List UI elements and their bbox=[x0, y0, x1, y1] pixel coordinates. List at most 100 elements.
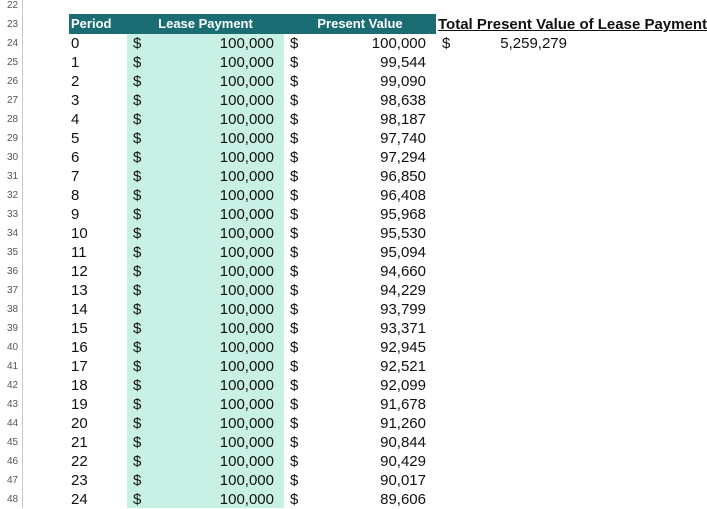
lease-payment-cell[interactable]: 100,000 bbox=[219, 187, 274, 204]
lease-payment-cell[interactable]: 100,000 bbox=[219, 396, 274, 413]
row-number[interactable]: 29 bbox=[7, 133, 19, 144]
present-value-cell[interactable]: 97,294 bbox=[380, 149, 426, 166]
lease-currency-cell[interactable]: $ bbox=[133, 263, 142, 280]
period-cell[interactable]: 5 bbox=[71, 130, 80, 147]
present-value-cell[interactable]: 95,530 bbox=[380, 225, 426, 242]
lease-payment-cell[interactable]: 100,000 bbox=[219, 472, 274, 489]
present-value-cell[interactable]: 94,229 bbox=[380, 282, 426, 299]
pv-currency-cell[interactable]: $ bbox=[290, 301, 299, 318]
row-number[interactable]: 35 bbox=[7, 247, 19, 258]
lease-payment-cell[interactable]: 100,000 bbox=[219, 73, 274, 90]
pv-currency-cell[interactable]: $ bbox=[290, 168, 299, 185]
row-number[interactable]: 47 bbox=[7, 475, 19, 486]
lease-currency-cell[interactable]: $ bbox=[133, 377, 142, 394]
period-cell[interactable]: 6 bbox=[71, 149, 80, 166]
lease-currency-cell[interactable]: $ bbox=[133, 339, 142, 356]
pv-currency-cell[interactable]: $ bbox=[290, 263, 299, 280]
lease-payment-cell[interactable]: 100,000 bbox=[219, 35, 274, 52]
pv-currency-cell[interactable]: $ bbox=[290, 92, 299, 109]
row-number[interactable]: 44 bbox=[7, 418, 19, 429]
period-cell[interactable]: 11 bbox=[71, 244, 87, 261]
row-number[interactable]: 41 bbox=[7, 361, 19, 372]
lease-payment-cell[interactable]: 100,000 bbox=[219, 206, 274, 223]
lease-payment-cell[interactable]: 100,000 bbox=[219, 225, 274, 242]
row-number[interactable]: 22 bbox=[7, 0, 19, 11]
pv-currency-cell[interactable]: $ bbox=[290, 472, 299, 489]
lease-payment-cell[interactable]: 100,000 bbox=[219, 453, 274, 470]
lease-payment-cell[interactable]: 100,000 bbox=[219, 434, 274, 451]
present-value-cell[interactable]: 96,408 bbox=[380, 187, 426, 204]
row-number[interactable]: 34 bbox=[7, 228, 19, 239]
period-cell[interactable]: 2 bbox=[71, 73, 80, 90]
present-value-cell[interactable]: 95,094 bbox=[380, 244, 426, 261]
lease-currency-cell[interactable]: $ bbox=[133, 35, 142, 52]
period-cell[interactable]: 21 bbox=[71, 434, 88, 451]
present-value-cell[interactable]: 98,638 bbox=[380, 92, 426, 109]
period-cell[interactable]: 14 bbox=[71, 301, 88, 318]
row-number[interactable]: 27 bbox=[7, 95, 19, 106]
present-value-cell[interactable]: 96,850 bbox=[380, 168, 426, 185]
present-value-cell[interactable]: 91,678 bbox=[380, 396, 426, 413]
lease-payment-cell[interactable]: 100,000 bbox=[219, 263, 274, 280]
period-cell[interactable]: 3 bbox=[71, 92, 80, 109]
lease-currency-cell[interactable]: $ bbox=[133, 206, 142, 223]
period-cell[interactable]: 9 bbox=[71, 206, 80, 223]
lease-payment-cell[interactable]: 100,000 bbox=[219, 301, 274, 318]
header-lease-payment[interactable]: Lease Payment bbox=[127, 14, 284, 34]
total-pv-value[interactable]: 5,259,279 bbox=[500, 35, 567, 52]
pv-currency-cell[interactable]: $ bbox=[290, 225, 299, 242]
lease-currency-cell[interactable]: $ bbox=[133, 320, 142, 337]
row-number[interactable]: 40 bbox=[7, 342, 19, 353]
period-cell[interactable]: 20 bbox=[71, 415, 88, 432]
pv-currency-cell[interactable]: $ bbox=[290, 320, 299, 337]
lease-currency-cell[interactable]: $ bbox=[133, 453, 142, 470]
period-cell[interactable]: 22 bbox=[71, 453, 88, 470]
lease-currency-cell[interactable]: $ bbox=[133, 491, 142, 508]
present-value-cell[interactable]: 90,429 bbox=[380, 453, 426, 470]
row-number[interactable]: 45 bbox=[7, 437, 19, 448]
present-value-cell[interactable]: 93,799 bbox=[380, 301, 426, 318]
lease-payment-cell[interactable]: 100,000 bbox=[219, 339, 274, 356]
lease-currency-cell[interactable]: $ bbox=[133, 187, 142, 204]
period-cell[interactable]: 0 bbox=[71, 35, 80, 52]
period-cell[interactable]: 8 bbox=[71, 187, 80, 204]
lease-currency-cell[interactable]: $ bbox=[133, 111, 142, 128]
lease-payment-cell[interactable]: 100,000 bbox=[219, 244, 274, 261]
row-number[interactable]: 37 bbox=[7, 285, 19, 296]
present-value-cell[interactable]: 98,187 bbox=[380, 111, 426, 128]
period-cell[interactable]: 7 bbox=[71, 168, 80, 185]
row-number[interactable]: 24 bbox=[7, 38, 19, 49]
lease-payment-cell[interactable]: 100,000 bbox=[219, 92, 274, 109]
present-value-cell[interactable]: 93,371 bbox=[380, 320, 426, 337]
pv-currency-cell[interactable]: $ bbox=[290, 149, 299, 166]
period-cell[interactable]: 23 bbox=[71, 472, 88, 489]
pv-currency-cell[interactable]: $ bbox=[290, 491, 299, 508]
lease-payment-cell[interactable]: 100,000 bbox=[219, 491, 274, 508]
present-value-cell[interactable]: 94,660 bbox=[380, 263, 426, 280]
pv-currency-cell[interactable]: $ bbox=[290, 206, 299, 223]
lease-currency-cell[interactable]: $ bbox=[133, 301, 142, 318]
lease-payment-cell[interactable]: 100,000 bbox=[219, 358, 274, 375]
present-value-cell[interactable]: 99,544 bbox=[380, 54, 426, 71]
period-cell[interactable]: 17 bbox=[71, 358, 88, 375]
header-present-value[interactable]: Present Value bbox=[284, 14, 436, 34]
pv-currency-cell[interactable]: $ bbox=[290, 282, 299, 299]
present-value-cell[interactable]: 100,000 bbox=[371, 35, 426, 52]
present-value-cell[interactable]: 92,521 bbox=[380, 358, 426, 375]
period-cell[interactable]: 12 bbox=[71, 263, 88, 280]
pv-currency-cell[interactable]: $ bbox=[290, 453, 299, 470]
present-value-cell[interactable]: 99,090 bbox=[380, 73, 426, 90]
present-value-cell[interactable]: 91,260 bbox=[380, 415, 426, 432]
lease-currency-cell[interactable]: $ bbox=[133, 396, 142, 413]
pv-currency-cell[interactable]: $ bbox=[290, 377, 299, 394]
row-number[interactable]: 26 bbox=[7, 76, 19, 87]
pv-currency-cell[interactable]: $ bbox=[290, 358, 299, 375]
lease-payment-cell[interactable]: 100,000 bbox=[219, 377, 274, 394]
lease-currency-cell[interactable]: $ bbox=[133, 415, 142, 432]
total-pv-title[interactable]: Total Present Value of Lease Payments bbox=[438, 16, 707, 33]
period-cell[interactable]: 19 bbox=[71, 396, 88, 413]
pv-currency-cell[interactable]: $ bbox=[290, 396, 299, 413]
present-value-cell[interactable]: 97,740 bbox=[380, 130, 426, 147]
row-number[interactable]: 36 bbox=[7, 266, 19, 277]
pv-currency-cell[interactable]: $ bbox=[290, 187, 299, 204]
